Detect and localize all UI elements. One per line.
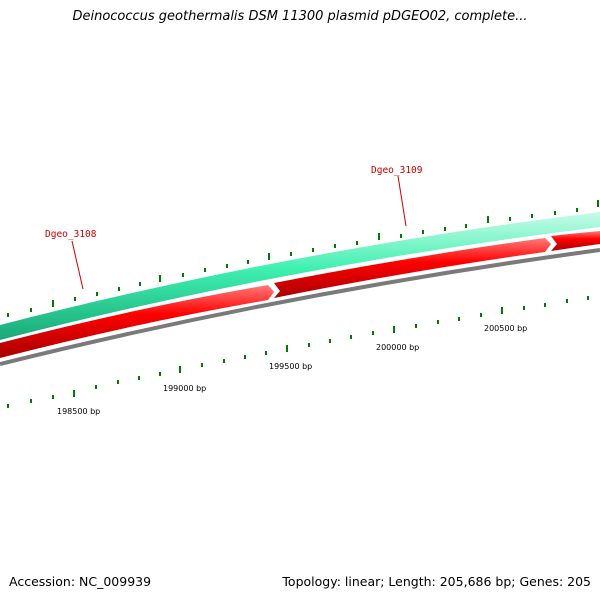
lower-tick-marks [7, 296, 589, 408]
axis-label-199000: 199000 bp [163, 384, 206, 393]
upper-tick-marks [7, 200, 599, 317]
map-title: Deinococcus geothermalis DSM 11300 plasm… [72, 9, 528, 24]
gene-arrow-2 [274, 238, 551, 298]
forward-strand-track [0, 212, 600, 340]
accession-text: Accession: NC_009939 [9, 574, 152, 589]
gene-label-dgeo3109[interactable]: Dgeo_3109 [371, 165, 423, 176]
gene-label-leader-dgeo3108 [71, 240, 84, 290]
axis-label-199500: 199500 bp [269, 362, 312, 371]
gene-label-dgeo3108[interactable]: Dgeo_3108 [45, 229, 97, 240]
axis-label-200000: 200000 bp [376, 343, 419, 352]
gene-label-leader-dgeo3109 [397, 175, 407, 227]
backbone-line [0, 248, 600, 366]
topology-summary: Topology: linear; Length: 205,686 bp; Ge… [282, 574, 591, 589]
gene-arrow-3 [551, 231, 600, 251]
axis-label-200500: 200500 bp [484, 324, 527, 333]
axis-label-198500: 198500 bp [57, 407, 100, 416]
gene-arrow-1 [0, 285, 274, 358]
